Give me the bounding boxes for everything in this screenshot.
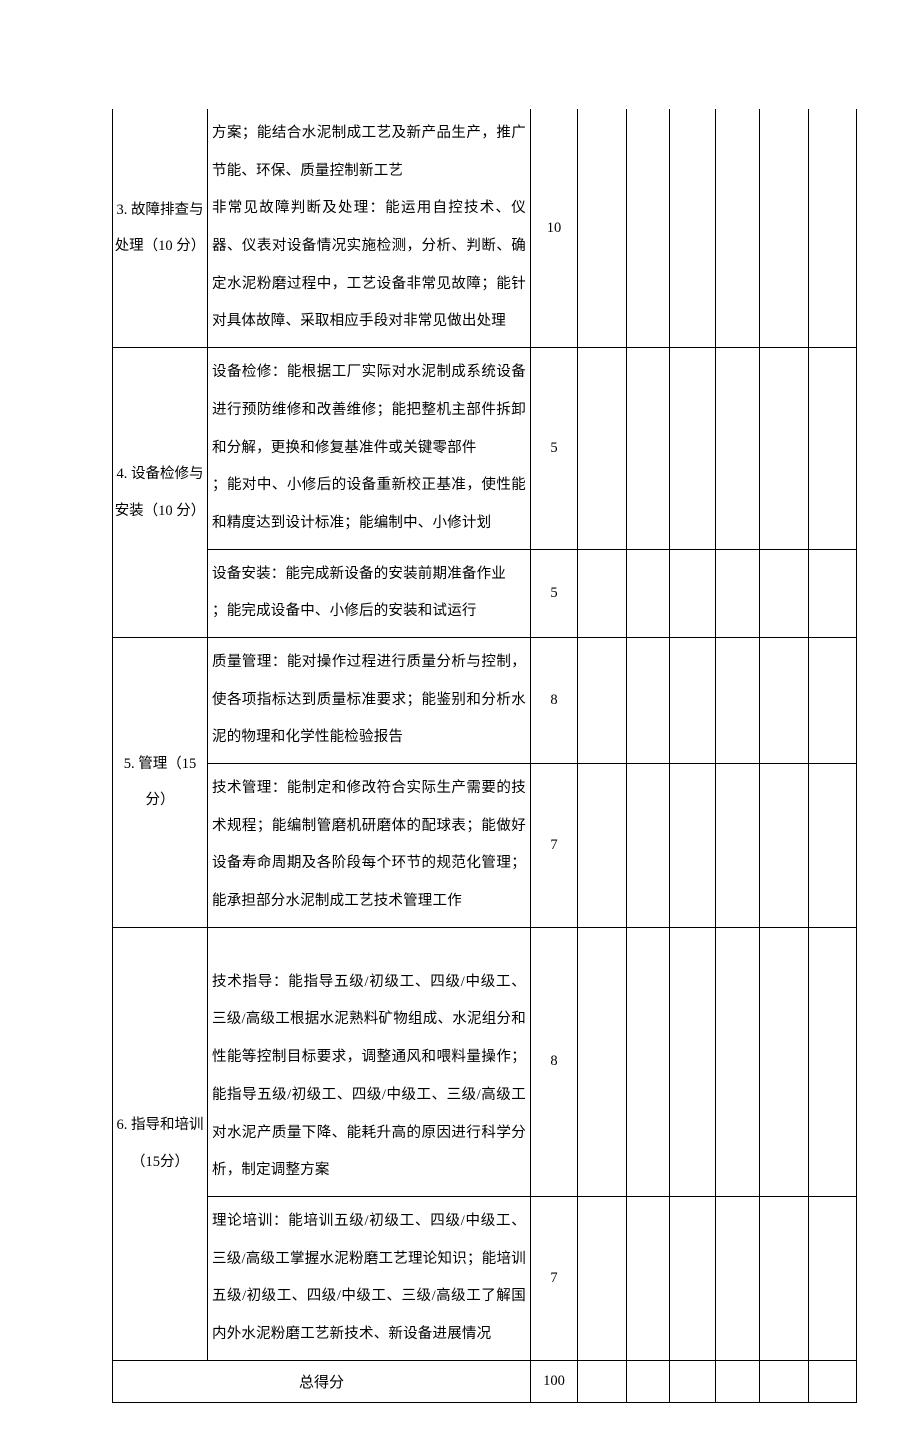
points-cell: 7 xyxy=(531,1196,578,1360)
score-blank xyxy=(627,637,670,763)
description-cell: 理论培训：能培训五级/初级工、四级/中级工、三级/高级工掌握水泥粉磨工艺理论知识… xyxy=(208,1196,531,1360)
score-blank xyxy=(627,348,670,549)
category-cell: 4. 设备检修与安装（10 分） xyxy=(113,348,208,638)
score-blank xyxy=(670,764,716,928)
score-blank xyxy=(760,764,809,928)
score-blank xyxy=(627,1360,670,1402)
score-blank xyxy=(627,109,670,348)
score-blank xyxy=(670,1196,716,1360)
score-blank xyxy=(670,549,716,637)
score-blank xyxy=(716,549,760,637)
score-blank xyxy=(716,1360,760,1402)
table-row: 5. 管理（15分）质量管理：能对操作过程进行质量分析与控制，使各项指标达到质量… xyxy=(113,637,857,763)
description-cell: 技术指导：能指导五级/初级工、四级/中级工、三级/高级工根据水泥熟料矿物组成、水… xyxy=(208,927,531,1196)
score-blank xyxy=(760,1360,809,1402)
description-cell: 技术管理：能制定和修改符合实际生产需要的技术规程；能编制管磨机研磨体的配球表；能… xyxy=(208,764,531,928)
score-blank xyxy=(716,1196,760,1360)
total-row: 总得分100 xyxy=(113,1360,857,1402)
score-blank xyxy=(578,637,627,763)
score-blank xyxy=(627,764,670,928)
score-blank xyxy=(760,549,809,637)
score-blank xyxy=(716,109,760,348)
description-cell: 方案；能结合水泥制成工艺及新产品生产，推广节能、环保、质量控制新工艺非常见故障判… xyxy=(208,109,531,348)
description-cell: 设备安装：能完成新设备的安装前期准备作业；能完成设备中、小修后的安装和试运行 xyxy=(208,549,531,637)
score-blank xyxy=(809,764,857,928)
table-row: 3. 故障排查与处理（10 分）方案；能结合水泥制成工艺及新产品生产，推广节能、… xyxy=(113,109,857,348)
score-blank xyxy=(578,348,627,549)
points-cell: 10 xyxy=(531,109,578,348)
score-blank xyxy=(670,927,716,1196)
score-blank xyxy=(809,109,857,348)
points-cell: 8 xyxy=(531,637,578,763)
score-blank xyxy=(578,1360,627,1402)
table-row: 理论培训：能培训五级/初级工、四级/中级工、三级/高级工掌握水泥粉磨工艺理论知识… xyxy=(113,1196,857,1360)
table-row: 设备安装：能完成新设备的安装前期准备作业；能完成设备中、小修后的安装和试运行5 xyxy=(113,549,857,637)
total-label: 总得分 xyxy=(113,1360,531,1402)
score-blank xyxy=(809,1360,857,1402)
description-cell: 质量管理：能对操作过程进行质量分析与控制，使各项指标达到质量标准要求；能鉴别和分… xyxy=(208,637,531,763)
score-blank xyxy=(670,348,716,549)
score-blank xyxy=(760,637,809,763)
score-blank xyxy=(670,637,716,763)
table-row: 6. 指导和培训（15分）技术指导：能指导五级/初级工、四级/中级工、三级/高级… xyxy=(113,927,857,1196)
score-blank xyxy=(809,549,857,637)
category-cell: 6. 指导和培训（15分） xyxy=(113,927,208,1360)
score-blank xyxy=(578,1196,627,1360)
score-blank xyxy=(670,1360,716,1402)
score-blank xyxy=(627,1196,670,1360)
score-blank xyxy=(809,637,857,763)
evaluation-table: 3. 故障排查与处理（10 分）方案；能结合水泥制成工艺及新产品生产，推广节能、… xyxy=(112,109,857,1403)
score-blank xyxy=(760,348,809,549)
score-blank xyxy=(716,348,760,549)
score-blank xyxy=(760,109,809,348)
points-cell: 5 xyxy=(531,549,578,637)
table-row: 技术管理：能制定和修改符合实际生产需要的技术规程；能编制管磨机研磨体的配球表；能… xyxy=(113,764,857,928)
category-cell: 5. 管理（15分） xyxy=(113,637,208,927)
score-blank xyxy=(716,927,760,1196)
score-blank xyxy=(809,348,857,549)
score-blank xyxy=(760,927,809,1196)
points-cell: 8 xyxy=(531,927,578,1196)
score-blank xyxy=(716,637,760,763)
score-blank xyxy=(578,109,627,348)
score-blank xyxy=(578,549,627,637)
score-blank xyxy=(809,927,857,1196)
score-blank xyxy=(578,764,627,928)
points-cell: 7 xyxy=(531,764,578,928)
points-cell: 5 xyxy=(531,348,578,549)
score-blank xyxy=(716,764,760,928)
score-blank xyxy=(760,1196,809,1360)
total-points: 100 xyxy=(531,1360,578,1402)
score-blank xyxy=(578,927,627,1196)
score-blank xyxy=(627,549,670,637)
score-blank xyxy=(670,109,716,348)
score-blank xyxy=(627,927,670,1196)
category-cell: 3. 故障排查与处理（10 分） xyxy=(113,109,208,348)
score-blank xyxy=(809,1196,857,1360)
description-cell: 设备检修：能根据工厂实际对水泥制成系统设备进行预防维修和改善维修；能把整机主部件… xyxy=(208,348,531,549)
table-row: 4. 设备检修与安装（10 分）设备检修：能根据工厂实际对水泥制成系统设备进行预… xyxy=(113,348,857,549)
